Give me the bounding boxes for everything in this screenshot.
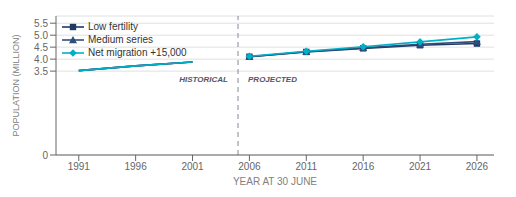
svg-text:PROJECTED: PROJECTED [248, 75, 297, 84]
html-text:Net migration +15,000: Net migration +15,000 [88, 47, 187, 58]
svg-text:1991: 1991 [68, 161, 91, 172]
svg-text:4.5: 4.5 [34, 42, 48, 53]
svg-text:2021: 2021 [409, 161, 432, 172]
svg-text:5.5: 5.5 [34, 18, 48, 29]
svg-text:4.0: 4.0 [34, 54, 48, 65]
svg-text:5.0: 5.0 [34, 30, 48, 41]
svg-text:2016: 2016 [352, 161, 375, 172]
svg-text:0: 0 [42, 150, 48, 161]
svg-text:HISTORICAL: HISTORICAL [179, 75, 228, 84]
html-text:Medium series: Medium series [88, 34, 153, 45]
svg-text:2006: 2006 [238, 161, 261, 172]
svg-text:2001: 2001 [181, 161, 204, 172]
svg-text:POPULATION (MILLION): POPULATION (MILLION) [11, 35, 21, 137]
svg-text:3.5: 3.5 [34, 66, 48, 77]
svg-text:2026: 2026 [466, 161, 489, 172]
svg-text:2011: 2011 [296, 161, 318, 172]
html-text:Low fertility: Low fertility [88, 21, 138, 32]
svg-text:1996: 1996 [125, 161, 148, 172]
svg-text:YEAR AT 30 JUNE: YEAR AT 30 JUNE [233, 176, 317, 187]
